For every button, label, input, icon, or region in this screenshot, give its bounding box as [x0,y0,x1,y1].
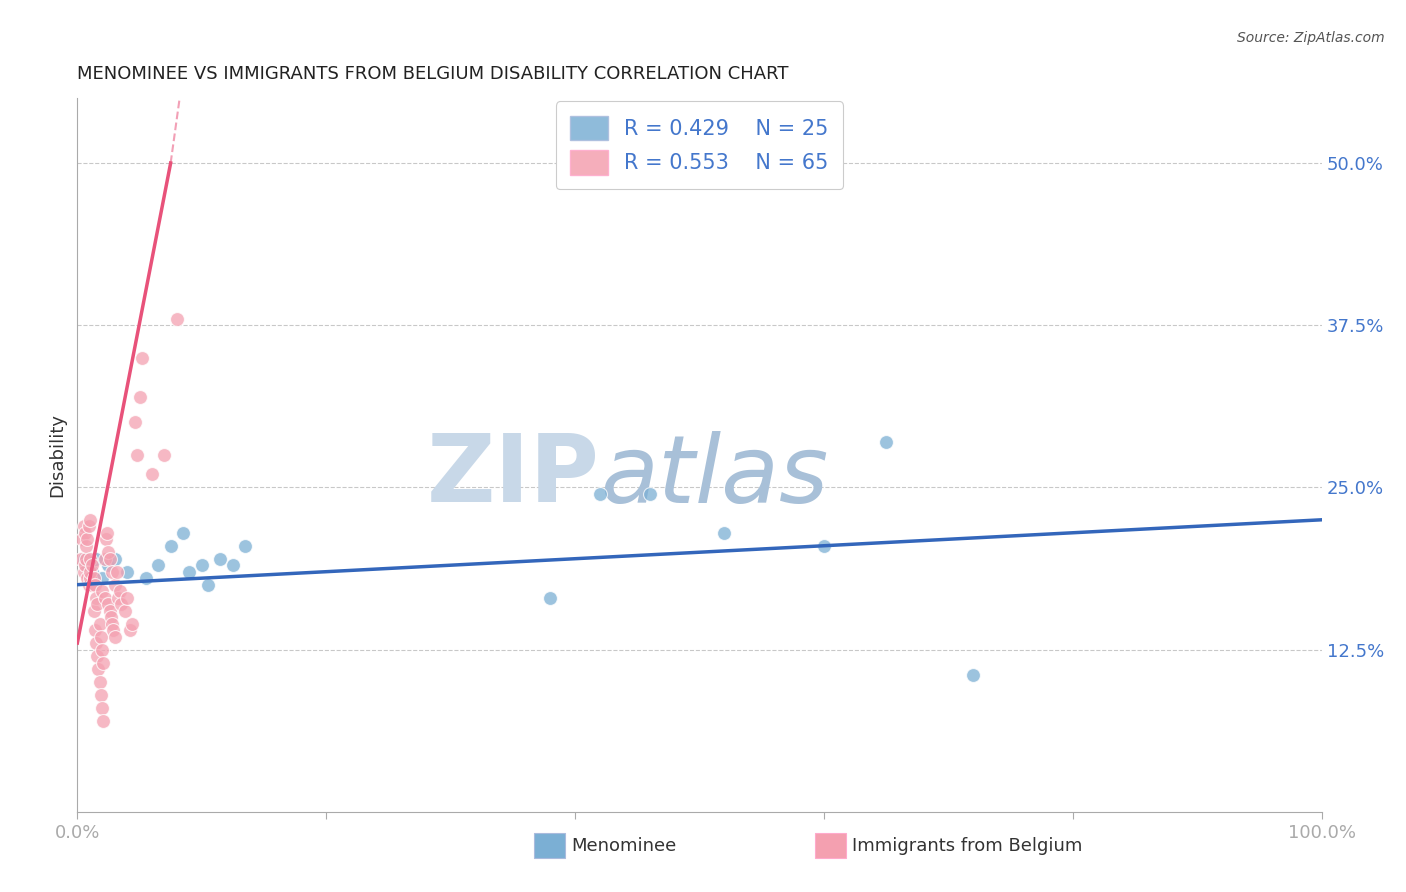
Point [82,558,104,573]
Point [83,623,105,637]
Point [104,551,127,566]
Point [101,616,124,631]
Point [79,565,101,579]
Point [103,623,125,637]
Point [73,558,96,573]
Text: Source: ZipAtlas.com: Source: ZipAtlas.com [1237,31,1385,45]
Point [153,448,176,462]
Text: atlas: atlas [600,431,828,522]
Point [76,558,98,573]
Point [86,648,108,663]
Point [89,675,111,690]
Point [197,577,219,591]
Point [83,604,105,618]
Point [141,467,163,482]
Point [84,591,107,605]
Point [91,584,114,599]
Point [100,610,122,624]
Point [94,533,117,547]
Point [72,565,94,579]
Point [159,539,181,553]
Point [118,623,141,637]
Point [813,539,835,553]
Point [83,571,105,585]
Point [875,434,897,449]
Point [82,577,104,591]
Text: ZIP: ZIP [427,430,600,523]
Point [93,591,115,605]
Point [84,551,107,566]
Point [84,636,107,650]
Point [83,577,105,591]
Point [82,565,104,579]
Point [97,597,120,611]
Point [77,519,100,533]
Point [75,539,97,553]
Point [76,533,98,547]
Point [962,668,984,682]
Text: Menominee: Menominee [571,837,676,855]
Point [72,551,94,566]
Point [72,519,94,533]
Point [76,571,98,585]
Point [90,630,112,644]
Point [86,597,108,611]
Point [91,571,114,585]
Point [91,642,114,657]
Point [89,616,111,631]
Point [79,571,101,585]
Y-axis label: Disability: Disability [48,413,66,497]
Point [75,551,97,566]
Point [104,630,127,644]
Point [148,558,170,573]
Point [713,525,735,540]
Point [166,311,188,326]
Point [79,513,101,527]
Point [98,551,121,566]
Point [114,604,136,618]
Point [128,390,150,404]
Point [91,701,114,715]
Point [87,662,110,676]
Point [115,565,138,579]
Point [93,551,115,566]
Point [93,656,115,670]
Point [179,565,201,579]
Legend: R = 0.429    N = 25, R = 0.553    N = 65: R = 0.429 N = 25, R = 0.553 N = 65 [555,102,844,189]
Point [107,591,129,605]
Point [209,551,232,566]
Point [90,688,112,702]
Point [96,525,118,540]
Text: Immigrants from Belgium: Immigrants from Belgium [852,837,1083,855]
Point [124,416,146,430]
Point [638,487,661,501]
Point [79,551,101,566]
Point [110,597,132,611]
Point [135,571,157,585]
Point [77,577,100,591]
Point [105,565,128,579]
Point [172,525,194,540]
Point [589,487,612,501]
Point [101,565,124,579]
Point [125,448,148,462]
Point [70,551,93,566]
Point [93,714,115,728]
Point [97,545,120,559]
Point [97,558,120,573]
Point [233,539,256,553]
Point [222,558,245,573]
Point [191,558,214,573]
Point [72,533,94,547]
Point [108,584,131,599]
Point [115,591,138,605]
Point [131,351,153,365]
Point [104,577,127,591]
Point [121,616,143,631]
Point [538,591,561,605]
Point [98,604,121,618]
Point [73,525,96,540]
Text: MENOMINEE VS IMMIGRANTS FROM BELGIUM DISABILITY CORRELATION CHART: MENOMINEE VS IMMIGRANTS FROM BELGIUM DIS… [77,65,789,83]
